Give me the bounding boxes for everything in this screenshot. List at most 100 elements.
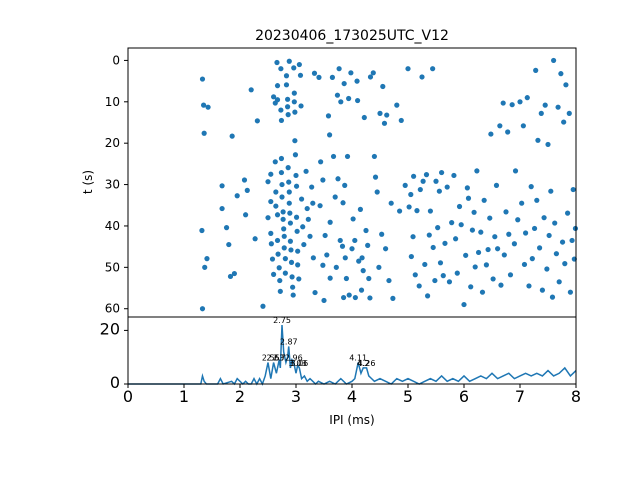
raster-y-ticks: 0 10 20 30 40 50 60: [105, 53, 128, 316]
raster-point: [286, 200, 292, 206]
raster-point: [334, 92, 341, 98]
raster-point: [311, 70, 318, 76]
raster-point: [397, 208, 403, 214]
raster-point: [223, 225, 230, 231]
raster-point: [316, 74, 322, 80]
raster-point: [327, 132, 333, 138]
peak-label: 2.75: [273, 316, 291, 325]
raster-point: [274, 237, 281, 244]
raster-point: [419, 74, 425, 80]
raster-point: [294, 228, 300, 234]
raster-point: [325, 113, 332, 119]
raster-point: [414, 208, 420, 214]
raster-point: [558, 71, 564, 77]
histogram-x-tick-label: 3: [291, 387, 301, 406]
raster-point: [406, 204, 412, 210]
raster-point: [292, 152, 299, 158]
raster-point: [384, 112, 390, 118]
raster-point: [204, 256, 210, 262]
raster-point: [288, 259, 295, 265]
raster-point: [276, 265, 282, 271]
raster-point: [274, 97, 281, 103]
raster-point: [283, 82, 290, 88]
raster-point: [241, 177, 248, 183]
raster-point: [416, 283, 422, 289]
raster-y-tick-label: 10: [105, 95, 120, 109]
raster-point: [342, 182, 348, 188]
raster-point: [343, 275, 349, 282]
raster-point: [268, 230, 274, 236]
raster-point: [277, 277, 283, 284]
raster-point: [479, 289, 486, 295]
peak-label: 3.06: [290, 359, 308, 368]
raster-point: [468, 284, 474, 290]
raster-point: [312, 289, 318, 296]
raster-point: [475, 249, 482, 256]
raster-point: [349, 246, 355, 252]
histogram-x-tick-label: 7: [515, 387, 525, 406]
raster-y-tick-label: 0: [112, 53, 120, 67]
raster-point: [327, 219, 333, 225]
raster-point: [252, 236, 258, 242]
raster-point: [342, 255, 348, 261]
raster-point: [291, 90, 297, 96]
raster-point: [507, 272, 514, 278]
histogram-x-tick-label: 1: [179, 387, 189, 406]
raster-point: [341, 80, 347, 87]
raster-point: [503, 209, 509, 215]
raster-point: [485, 246, 491, 253]
raster-point: [442, 240, 448, 246]
raster-point: [481, 197, 487, 203]
raster-point: [469, 227, 475, 233]
raster-y-tick-label: 40: [105, 219, 120, 233]
raster-panel: 0 10 20 30 40 50 60 t (s): [81, 47, 579, 318]
raster-point: [531, 225, 538, 232]
raster-point: [336, 66, 342, 72]
raster-point: [521, 261, 528, 268]
raster-point: [291, 65, 297, 71]
raster-point: [519, 200, 525, 206]
raster-point: [281, 245, 287, 251]
raster-point: [483, 262, 489, 268]
raster-point: [285, 96, 291, 102]
raster-point: [539, 287, 546, 293]
raster-point: [472, 264, 478, 270]
chart-title: 20230406_173025UTC_V12: [255, 28, 449, 44]
raster-point: [435, 225, 441, 231]
raster-point: [297, 72, 304, 78]
raster-point: [501, 252, 507, 258]
raster-point: [430, 244, 436, 251]
raster-point: [282, 256, 288, 262]
raster-point: [350, 216, 356, 222]
raster-point: [298, 103, 304, 109]
histogram-x-ticks: 0 1 2 3 4 5 6 7 8: [123, 384, 581, 406]
raster-point: [566, 110, 572, 116]
raster-point: [451, 172, 457, 179]
raster-point: [533, 67, 539, 73]
raster-point: [321, 297, 327, 304]
raster-point: [402, 182, 408, 188]
raster-point: [293, 172, 299, 179]
raster-point: [201, 130, 207, 136]
histogram-x-tick-label: 0: [123, 387, 133, 406]
raster-point: [478, 229, 484, 235]
raster-point: [300, 224, 306, 230]
histogram-x-tick-label: 2: [235, 387, 245, 406]
raster-point: [287, 220, 293, 226]
raster-point: [274, 212, 281, 218]
raster-point: [201, 102, 207, 108]
raster-point: [265, 179, 271, 185]
raster-point: [202, 264, 208, 270]
raster-point: [440, 273, 446, 279]
raster-point: [278, 155, 285, 162]
raster-point: [526, 283, 532, 289]
raster-point: [292, 138, 298, 144]
raster-point: [561, 119, 567, 125]
raster-point: [352, 237, 358, 244]
raster-point: [388, 200, 394, 206]
histogram-y-tick-label: 20: [100, 319, 120, 338]
raster-point: [354, 78, 360, 84]
raster-point: [199, 306, 206, 312]
raster-point: [545, 141, 551, 148]
raster-point: [381, 120, 388, 126]
